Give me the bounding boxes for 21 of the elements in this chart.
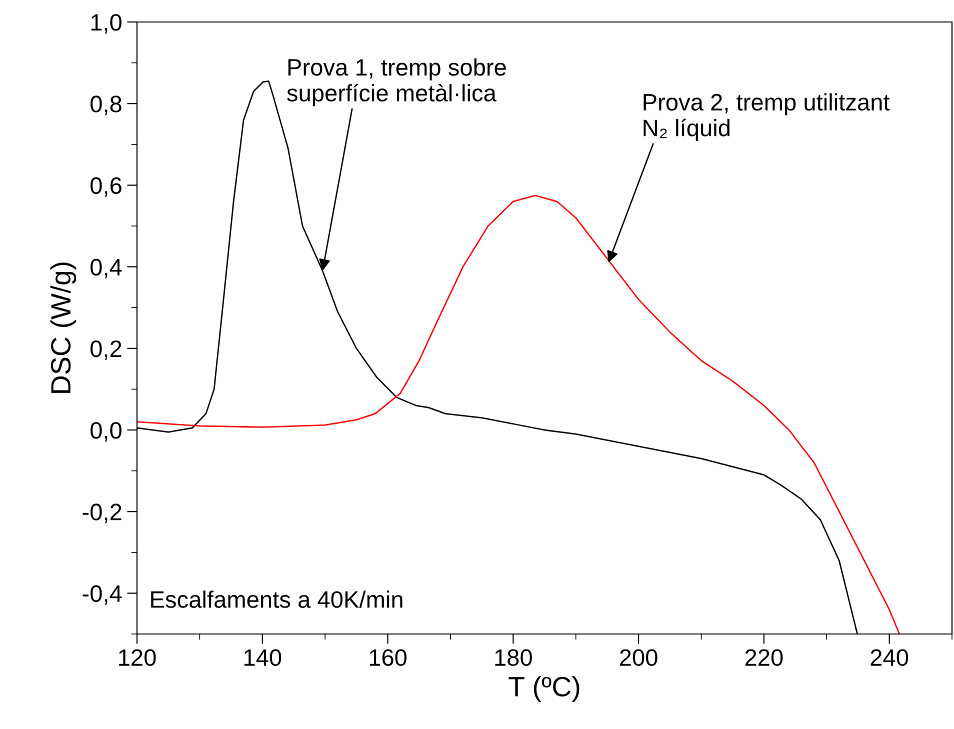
y-tick-label: 0,2 — [90, 340, 122, 360]
y-tick-label: -0,4 — [82, 585, 122, 605]
y-tick-label: -0,2 — [82, 504, 122, 524]
annotation: Prova 2, tremp utilitzant N₂ líquid — [644, 93, 890, 142]
x-tick-label: 180 — [495, 649, 532, 666]
y-tick-label: 0,8 — [90, 96, 122, 116]
x-tick-label: 120 — [119, 649, 156, 666]
y-tick-label: 0,6 — [90, 177, 122, 197]
y-tick-label: 0,4 — [90, 258, 122, 278]
annotation: Prova 1, tremp sobre superfície metàl·lica — [287, 58, 506, 106]
y-axis-title: DSC (W/g) — [50, 262, 76, 393]
x-tick-label: 140 — [244, 649, 282, 666]
x-tick-label: 240 — [870, 649, 908, 666]
annotation: Escalfaments a 40K/min — [151, 590, 402, 608]
x-tick-label: 200 — [620, 649, 658, 666]
line-series — [137, 194, 900, 634]
x-tick-label: 220 — [745, 649, 783, 666]
x-axis-title: T (ºC) — [508, 676, 580, 702]
y-tick-label: 0,0 — [90, 422, 122, 442]
y-tick-label: 1,0 — [91, 14, 122, 34]
x-tick-label: 160 — [370, 649, 407, 666]
